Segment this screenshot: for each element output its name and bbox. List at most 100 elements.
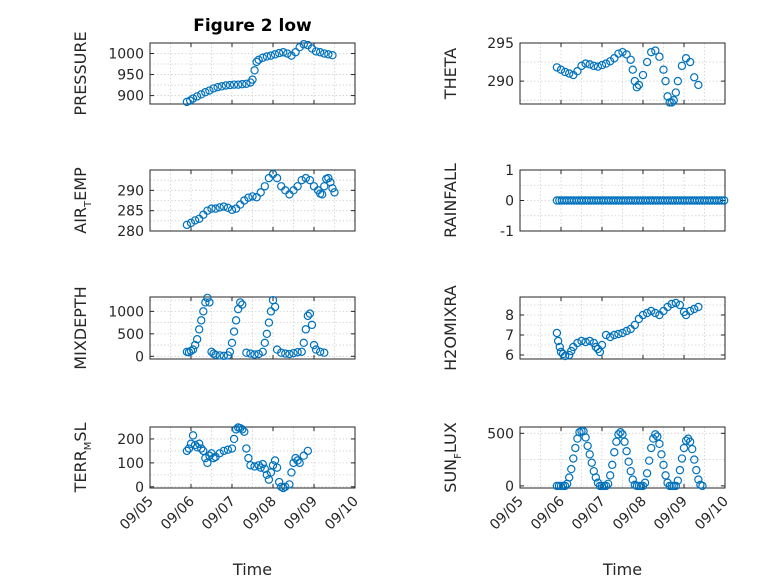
data-point — [254, 349, 263, 359]
y-tick-label: 290 — [487, 74, 514, 90]
x-tick-label: 09/08 — [610, 494, 650, 534]
data-point — [655, 52, 664, 61]
data-point — [264, 173, 274, 183]
data-point — [601, 330, 611, 340]
data-point — [238, 300, 247, 309]
data-point — [679, 443, 689, 453]
data-point — [597, 60, 607, 70]
y-axis-label: H2OMIXRA — [441, 285, 460, 371]
data-point — [289, 458, 298, 468]
data-point — [192, 92, 202, 101]
data-point — [638, 70, 648, 80]
data-point — [244, 453, 253, 463]
data-point — [585, 60, 594, 69]
data-point — [690, 304, 699, 314]
data-point — [272, 463, 282, 472]
x-axis-label: Time — [232, 560, 272, 579]
data-point — [614, 430, 623, 439]
data-point — [209, 349, 218, 358]
data-point — [642, 57, 652, 67]
data-point — [277, 348, 286, 357]
data-point — [694, 475, 703, 484]
data-point — [669, 95, 678, 105]
data-point — [647, 443, 656, 453]
data-point — [252, 57, 261, 67]
axes-box — [519, 296, 726, 360]
y-tick-label: 8 — [505, 308, 514, 324]
y-tick-label: 290 — [117, 183, 144, 199]
data-point — [632, 83, 642, 92]
y-tick-label: 200 — [117, 432, 144, 448]
data-point — [622, 326, 631, 336]
data-point — [618, 328, 627, 338]
data-point — [651, 46, 660, 55]
data-point — [644, 456, 654, 465]
data-point — [301, 325, 310, 334]
data-point — [190, 440, 200, 450]
data-point — [585, 450, 594, 459]
data-point — [606, 471, 615, 480]
data-point — [192, 335, 202, 344]
data-point — [567, 464, 576, 474]
data-point — [552, 328, 562, 338]
y-axis-label: RAINFALL — [441, 163, 460, 238]
data-point — [320, 49, 329, 58]
data-point — [238, 80, 247, 89]
data-point — [560, 67, 570, 77]
data-points — [182, 169, 339, 230]
x-tick-label: 09/06 — [528, 493, 568, 533]
data-point — [295, 458, 304, 468]
data-point — [231, 204, 241, 213]
y-tick-label: 0 — [135, 349, 144, 365]
data-point — [199, 210, 208, 219]
data-point — [318, 190, 327, 199]
data-point — [299, 338, 308, 348]
data-point — [694, 302, 703, 312]
data-point — [279, 48, 288, 57]
data-point — [655, 439, 664, 449]
data-point — [199, 307, 208, 316]
data-point — [593, 62, 603, 71]
data-point — [694, 80, 703, 90]
data-point — [281, 349, 290, 358]
data-point — [556, 347, 566, 357]
data-point — [186, 218, 196, 228]
data-point — [194, 325, 204, 334]
data-points — [552, 298, 703, 361]
data-point — [188, 431, 198, 440]
data-point — [205, 86, 214, 95]
y-tick-label: 1 — [505, 163, 514, 179]
data-point — [692, 465, 701, 475]
data-point — [638, 310, 648, 320]
x-tick-label: 09/05 — [487, 494, 527, 534]
data-point — [626, 55, 635, 64]
data-point — [320, 182, 329, 191]
data-point — [188, 94, 198, 103]
data-point — [256, 188, 265, 197]
data-point — [610, 330, 619, 340]
data-point — [293, 182, 302, 191]
data-point — [610, 448, 619, 457]
data-point — [677, 454, 687, 463]
data-point — [681, 436, 691, 445]
data-point — [291, 453, 300, 463]
data-point — [197, 90, 206, 99]
data-point — [671, 481, 681, 491]
data-point — [581, 59, 590, 68]
data-point — [215, 449, 224, 458]
data-point — [262, 470, 272, 480]
x-tick-label: 09/08 — [240, 494, 280, 534]
data-point — [203, 206, 212, 215]
data-point — [622, 50, 631, 59]
data-point — [205, 298, 214, 307]
data-point — [289, 348, 298, 358]
y-tick-label: 1000 — [108, 304, 144, 320]
data-point — [556, 65, 566, 74]
data-point — [620, 437, 629, 446]
y-axis-label: AIRTEMP — [71, 167, 94, 234]
data-point — [651, 308, 660, 318]
y-axis-label: SUNFLUX — [441, 422, 464, 492]
axes-box — [519, 426, 726, 489]
data-point — [201, 453, 210, 463]
data-point — [698, 481, 707, 491]
